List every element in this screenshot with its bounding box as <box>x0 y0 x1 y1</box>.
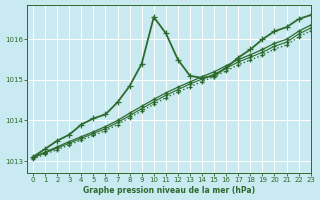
X-axis label: Graphe pression niveau de la mer (hPa): Graphe pression niveau de la mer (hPa) <box>83 186 255 195</box>
